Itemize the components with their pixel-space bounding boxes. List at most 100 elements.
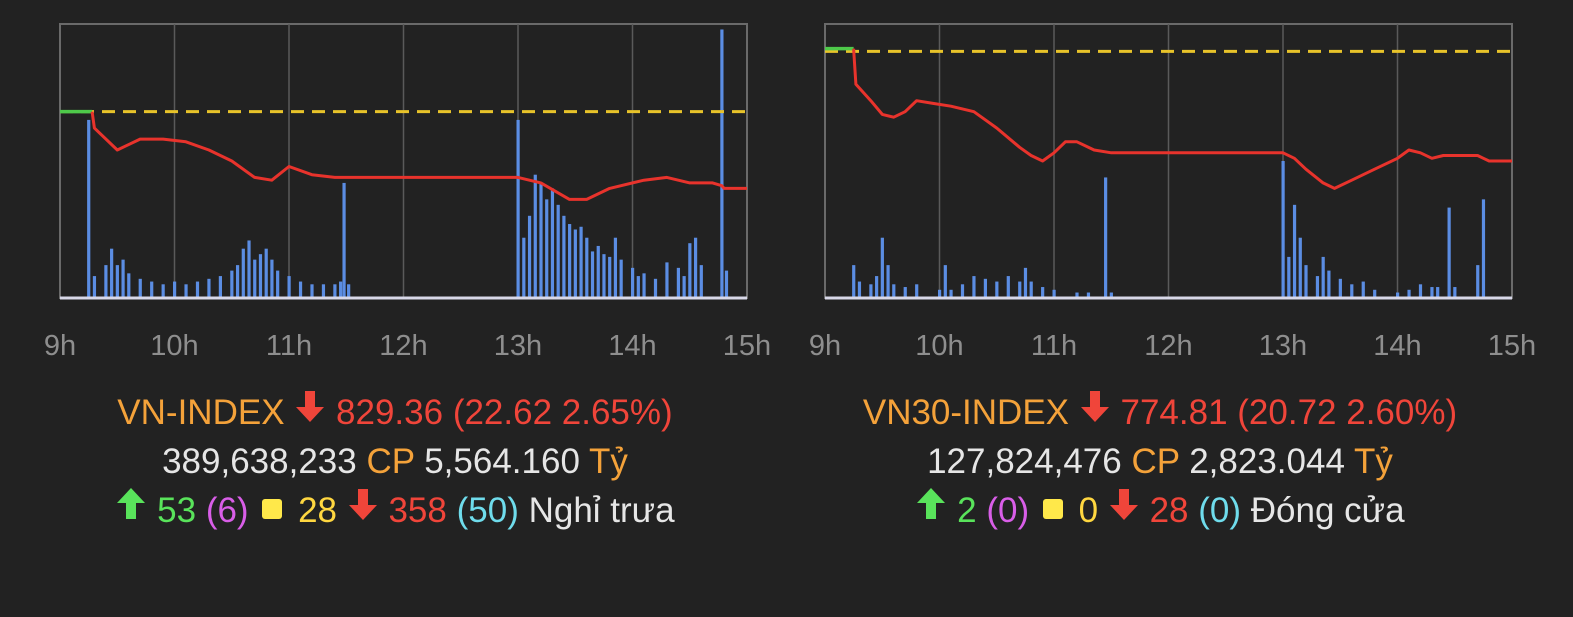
volume-bar <box>631 267 635 298</box>
volume-bar <box>1373 289 1377 298</box>
volume-bar <box>218 276 222 298</box>
decliners-floor-count: (0) <box>1198 491 1242 530</box>
volume-bar <box>270 259 274 298</box>
x-tick-label: 10h <box>915 330 963 362</box>
volume-bar <box>1041 287 1045 298</box>
volume-bar <box>138 278 142 298</box>
volume-bar <box>545 199 549 298</box>
vn-index-volume-row: 389,638,233 CP 5,564.160 Tỷ <box>0 437 805 486</box>
volume-bar <box>195 281 200 298</box>
arrow-up-icon <box>115 485 147 534</box>
arrow-down-icon <box>294 387 326 436</box>
volume-bar <box>573 229 577 298</box>
unchanged-count: 28 <box>298 491 337 530</box>
volume-bar <box>533 174 537 298</box>
volume-bar <box>207 278 211 298</box>
volume-bar <box>1361 281 1365 298</box>
volume-bar <box>1287 256 1291 298</box>
volume-bar <box>613 237 618 298</box>
volume-bar <box>1109 292 1113 298</box>
volume-bar <box>579 226 583 298</box>
volume-bar <box>676 267 680 298</box>
volume-bar <box>642 273 646 298</box>
volume-bar <box>653 278 658 298</box>
volume-bar <box>724 270 729 298</box>
volume-bar <box>1292 204 1297 298</box>
volume-bar <box>852 265 856 298</box>
turnover-unit: Tỷ <box>1354 442 1393 481</box>
volume-bar <box>1338 278 1342 298</box>
advancers-count: 2 <box>957 491 977 530</box>
x-tick-label: 12h <box>379 330 427 362</box>
arrow-down-icon <box>1079 387 1111 436</box>
x-tick-label: 9h <box>809 330 841 362</box>
volume-bar <box>298 281 303 298</box>
unchanged-count: 0 <box>1078 491 1099 530</box>
volume-bar <box>310 284 314 298</box>
vn-index-headline: VN-INDEX 829.36 (22.62 2.65%) <box>0 388 805 439</box>
vn30-index-headline: VN30-INDEX 774.81 (20.72 2.60%) <box>750 388 1570 439</box>
index-value: 829.36 <box>336 393 444 432</box>
volume-bar <box>688 243 692 298</box>
index-name: VN30-INDEX <box>862 393 1070 432</box>
volume-bar <box>1281 161 1285 298</box>
volume-bar <box>1104 177 1108 298</box>
volume-bar <box>342 182 346 298</box>
arrow-down-icon <box>347 485 379 534</box>
volume-bar <box>608 256 612 298</box>
volume-bar <box>682 276 686 298</box>
x-tick-label: 11h <box>266 330 312 362</box>
volume-bar <box>1418 284 1423 298</box>
x-tick-label: 9h <box>44 330 76 362</box>
volume-value: 389,638,233 <box>162 442 357 481</box>
volume-bar <box>1407 289 1411 298</box>
volume-bar <box>1327 270 1331 298</box>
volume-bar <box>516 119 520 299</box>
advancers-ceiling-count: (0) <box>986 491 1030 530</box>
vn-index-panel: 9h 10h 11h 12h 13h 14h 15h VN-INDEX 829.36 (22… <box>0 0 771 617</box>
volume-bar <box>258 254 263 298</box>
volume-bar <box>115 265 119 298</box>
volume-bar <box>161 284 165 298</box>
volume-bar <box>121 259 125 298</box>
decliners-floor-count: (50) <box>456 491 519 530</box>
volume-bar <box>983 278 987 298</box>
volume-bar <box>321 284 326 298</box>
volume-bar <box>720 29 724 298</box>
volume-bar <box>184 284 188 298</box>
decliners-count: 28 <box>1149 491 1189 530</box>
unchanged-square-icon <box>1042 498 1063 519</box>
volume-bar <box>1086 292 1091 298</box>
x-tick-label: 14h <box>608 330 656 362</box>
volume-bar <box>522 237 526 298</box>
index-change: (20.72 2.60%) <box>1237 393 1458 432</box>
volume-bar <box>1396 292 1400 298</box>
volume-bar <box>150 281 154 298</box>
market-status: Nghỉ trưa <box>528 491 675 530</box>
arrow-down-icon <box>1108 485 1140 534</box>
volume-bar <box>886 265 890 298</box>
x-tick-label: 14h <box>1373 330 1421 362</box>
volume-bar <box>287 276 291 298</box>
volume-bar <box>949 289 953 298</box>
volume-bar <box>230 270 234 298</box>
price-line <box>90 111 747 201</box>
volume-bar <box>995 281 999 298</box>
volume-bar <box>1481 199 1486 298</box>
volume-bar <box>699 265 703 298</box>
volume-bar <box>527 215 532 298</box>
volume-bar <box>1453 287 1457 298</box>
volume-bar <box>1023 267 1028 298</box>
volume-bar <box>1052 289 1056 298</box>
volume-bar <box>665 262 669 298</box>
index-value: 774.81 <box>1120 393 1228 432</box>
advancers-count: 53 <box>157 491 197 530</box>
volume-bar <box>264 248 268 298</box>
volume-bar <box>247 240 251 298</box>
volume-bar <box>92 276 97 298</box>
price-line <box>852 48 1512 190</box>
arrow-up-icon <box>915 485 947 534</box>
volume-bar <box>241 248 245 298</box>
volume-bar <box>1018 281 1022 298</box>
x-tick-label: 15h <box>1488 330 1536 362</box>
